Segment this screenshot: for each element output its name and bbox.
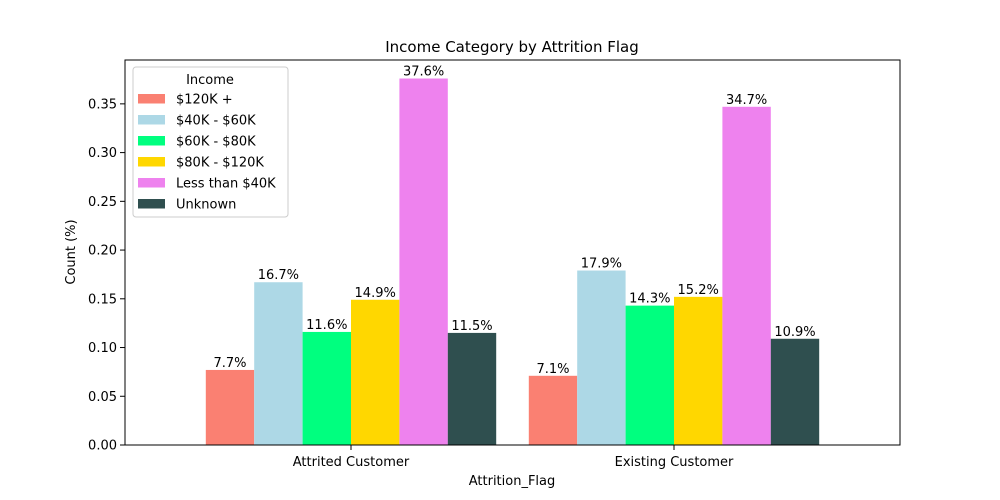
data-label: 7.7% bbox=[213, 356, 246, 371]
legend-swatch bbox=[138, 115, 165, 125]
legend-box bbox=[132, 66, 289, 218]
y-tick-label: 0.20 bbox=[88, 244, 117, 259]
data-label: 37.6% bbox=[403, 65, 444, 80]
chart-title: Income Category by Attrition Flag bbox=[385, 38, 639, 56]
bar bbox=[254, 282, 303, 445]
legend-entry: $60K - $80K bbox=[176, 135, 256, 150]
bar bbox=[447, 332, 497, 445]
y-tick-label: 0.25 bbox=[88, 195, 117, 210]
y-tick-label: 0.05 bbox=[88, 390, 117, 405]
data-label: 11.5% bbox=[451, 319, 492, 334]
y-tick-label: 0.15 bbox=[88, 292, 117, 307]
data-label: 14.9% bbox=[355, 286, 396, 301]
plot-frame bbox=[124, 59, 901, 446]
legend-entry: $80K - $120K bbox=[176, 156, 264, 171]
bar bbox=[674, 296, 723, 445]
data-label: 17.9% bbox=[581, 257, 622, 272]
data-label: 16.7% bbox=[258, 268, 299, 283]
data-label: 14.3% bbox=[629, 292, 670, 307]
legend-swatch bbox=[138, 178, 165, 188]
legend-swatch bbox=[138, 136, 165, 146]
y-axis-label: Count (%) bbox=[64, 219, 79, 284]
bar bbox=[722, 106, 771, 445]
legend-swatch bbox=[138, 199, 165, 209]
x-axis-label: Attrition_Flag bbox=[469, 474, 556, 489]
legend-swatch bbox=[138, 94, 165, 104]
y-tick-label: 0.30 bbox=[88, 146, 117, 161]
data-label: 11.6% bbox=[306, 318, 347, 333]
legend-entry: Unknown bbox=[176, 198, 236, 213]
data-label: 7.1% bbox=[536, 362, 569, 377]
data-label: 15.2% bbox=[678, 283, 719, 298]
x-tick-label: Attrited Customer bbox=[293, 455, 410, 470]
legend-entry: $40K - $60K bbox=[176, 114, 256, 129]
y-tick-label: 0.35 bbox=[88, 97, 117, 112]
bar bbox=[577, 270, 626, 445]
data-label: 10.9% bbox=[774, 325, 815, 340]
bar bbox=[528, 375, 578, 445]
bar bbox=[351, 299, 400, 445]
bar bbox=[205, 369, 255, 445]
data-label: 34.7% bbox=[726, 93, 767, 108]
y-tick-label: 0.10 bbox=[88, 341, 117, 356]
legend-swatch bbox=[138, 157, 165, 167]
legend: Income $120K + $40K - $60K $60K - $80K $80K … bbox=[132, 66, 289, 218]
bar bbox=[302, 331, 351, 445]
plot-area: 7.7% 7.1% 16.7% 17.9% 11.6% 14.3% 14.9% 15.2% 37… bbox=[88, 59, 901, 470]
legend-entry: Less than $40K bbox=[176, 177, 276, 192]
bar bbox=[770, 338, 820, 445]
legend-title: Income bbox=[186, 73, 234, 88]
y-tick-label: 0.00 bbox=[88, 439, 117, 454]
legend-entry: $120K + bbox=[176, 93, 233, 108]
bar bbox=[399, 78, 448, 446]
x-tick-label: Existing Customer bbox=[615, 455, 734, 470]
bar bbox=[625, 305, 674, 445]
